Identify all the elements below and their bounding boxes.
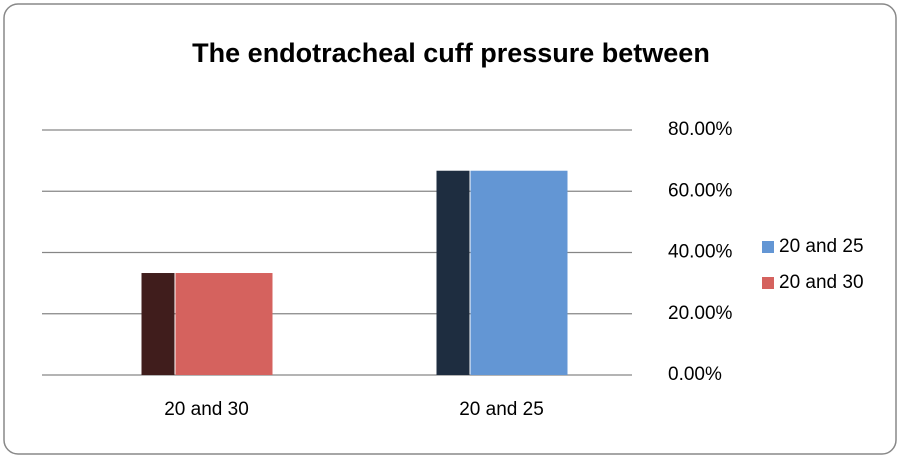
y-tick-label: 80.00% bbox=[668, 119, 733, 140]
bar-side bbox=[141, 273, 175, 375]
bar-side bbox=[436, 170, 470, 375]
chart-title: The endotracheal cuff pressure between bbox=[192, 38, 710, 68]
y-tick-label: 0.00% bbox=[668, 364, 722, 385]
legend-swatch bbox=[762, 277, 774, 289]
legend-label: 20 and 30 bbox=[779, 272, 864, 293]
bar bbox=[175, 273, 273, 375]
x-tick-label: 20 and 25 bbox=[459, 399, 544, 420]
legend-swatch bbox=[762, 241, 774, 253]
y-tick-label: 40.00% bbox=[668, 242, 733, 263]
bar bbox=[470, 170, 568, 375]
x-tick-label: 20 and 30 bbox=[164, 399, 249, 420]
legend-label: 20 and 25 bbox=[779, 236, 864, 257]
y-tick-label: 60.00% bbox=[668, 180, 733, 201]
y-tick-label: 20.00% bbox=[668, 303, 733, 324]
